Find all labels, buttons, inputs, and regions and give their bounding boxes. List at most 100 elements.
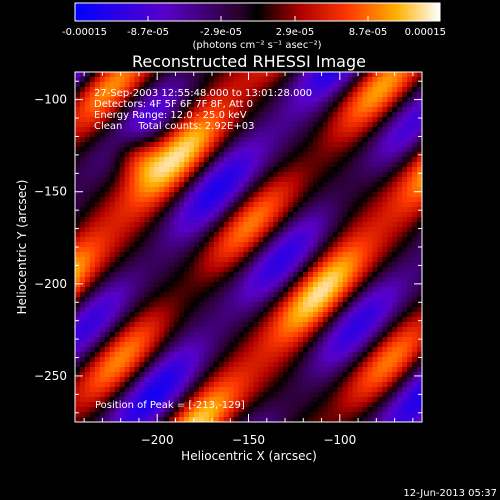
heatmap-cell <box>154 362 160 368</box>
heatmap-cell <box>312 352 319 358</box>
heatmap-cell <box>273 377 279 383</box>
heatmap-cell <box>342 177 349 183</box>
heatmap-cell <box>193 267 200 273</box>
heatmap-cell <box>317 297 324 303</box>
heatmap-cell <box>397 397 403 403</box>
heatmap-cell <box>193 307 200 313</box>
heatmap-cell <box>312 72 319 78</box>
heatmap-cell <box>283 382 289 388</box>
heatmap-cell <box>79 142 86 148</box>
heatmap-cell <box>357 372 364 378</box>
heatmap-cell <box>203 77 210 83</box>
heatmap-cell <box>233 237 240 243</box>
heatmap-cell <box>154 162 160 168</box>
heatmap-cell <box>213 377 220 383</box>
heatmap-cell <box>223 162 230 168</box>
heatmap-cell <box>273 202 279 208</box>
heatmap-cell <box>243 367 250 373</box>
heatmap-cell <box>104 357 111 363</box>
heatmap-cell <box>84 252 91 258</box>
heatmap-cell <box>208 372 215 378</box>
heatmap-cell <box>184 142 190 148</box>
heatmap-cell <box>94 82 101 88</box>
heatmap-cell <box>263 292 269 298</box>
heatmap-cell <box>362 107 369 113</box>
heatmap-cell <box>154 257 160 263</box>
heatmap-cell <box>79 362 86 368</box>
heatmap-cell <box>109 167 116 173</box>
heatmap-cell <box>332 72 339 78</box>
heatmap-cell <box>223 257 230 263</box>
heatmap-cell <box>342 372 349 378</box>
heatmap-cell <box>307 307 314 313</box>
heatmap-cell <box>243 282 250 288</box>
heatmap-cell <box>258 202 264 208</box>
heatmap-cell <box>283 287 289 293</box>
heatmap-cell <box>208 237 215 243</box>
heatmap-cell <box>164 72 170 78</box>
heatmap-cell <box>84 417 91 422</box>
heatmap-cell <box>104 322 111 328</box>
heatmap-cell <box>293 182 299 188</box>
heatmap-cell <box>149 347 155 353</box>
heatmap-cell <box>347 222 354 228</box>
heatmap-cell <box>94 237 101 243</box>
heatmap-cell <box>248 262 255 268</box>
heatmap-cell <box>75 242 81 248</box>
heatmap-cell <box>347 382 354 388</box>
heatmap-cell <box>169 387 175 393</box>
heatmap-cell <box>94 277 101 283</box>
heatmap-cell <box>303 252 309 258</box>
heatmap-cell <box>104 267 111 273</box>
heatmap-cell <box>288 337 294 343</box>
heatmap-cell <box>253 382 260 388</box>
heatmap-cell <box>402 132 408 138</box>
heatmap-cell <box>238 107 245 113</box>
heatmap-cell <box>149 362 155 368</box>
heatmap-cell <box>75 117 81 123</box>
heatmap-cell <box>139 177 145 183</box>
heatmap-cell <box>312 157 319 163</box>
heatmap-cell <box>238 207 245 213</box>
heatmap-cell <box>179 317 185 323</box>
heatmap-cell <box>342 97 349 103</box>
heatmap-cell <box>372 252 378 258</box>
heatmap-cell <box>407 247 413 253</box>
heatmap-cell <box>84 382 91 388</box>
heatmap-cell <box>322 262 329 268</box>
heatmap-cell <box>352 267 359 273</box>
heatmap-cell <box>84 122 91 128</box>
heatmap-cell <box>174 252 180 258</box>
heatmap-cell <box>179 252 185 258</box>
heatmap-cell <box>228 322 235 328</box>
heatmap-cell <box>164 142 170 148</box>
heatmap-cell <box>179 342 185 348</box>
heatmap-cell <box>124 352 131 358</box>
heatmap-cell <box>109 82 116 88</box>
heatmap-cell <box>149 227 155 233</box>
heatmap-cell <box>417 247 422 253</box>
heatmap-cell <box>337 377 344 383</box>
heatmap-cell <box>273 147 279 153</box>
heatmap-cell <box>357 97 364 103</box>
heatmap-cell <box>407 77 413 83</box>
heatmap-cell <box>174 102 180 108</box>
heatmap-cell <box>84 367 91 373</box>
heatmap-cell <box>367 352 374 358</box>
heatmap-cell <box>154 337 160 343</box>
heatmap-cell <box>228 97 235 103</box>
heatmap-cell <box>337 342 344 348</box>
heatmap-cell <box>208 347 215 353</box>
heatmap-cell <box>213 262 220 268</box>
heatmap-cell <box>114 337 121 343</box>
heatmap-cell <box>154 117 160 123</box>
heatmap-cell <box>268 72 274 78</box>
heatmap-cell <box>288 97 294 103</box>
heatmap-cell <box>278 327 284 333</box>
heatmap-cell <box>278 217 284 223</box>
heatmap-cell <box>283 87 289 93</box>
heatmap-cell <box>283 297 289 303</box>
heatmap-cell <box>253 242 260 248</box>
heatmap-cell <box>407 262 413 268</box>
heatmap-cell <box>392 252 398 258</box>
